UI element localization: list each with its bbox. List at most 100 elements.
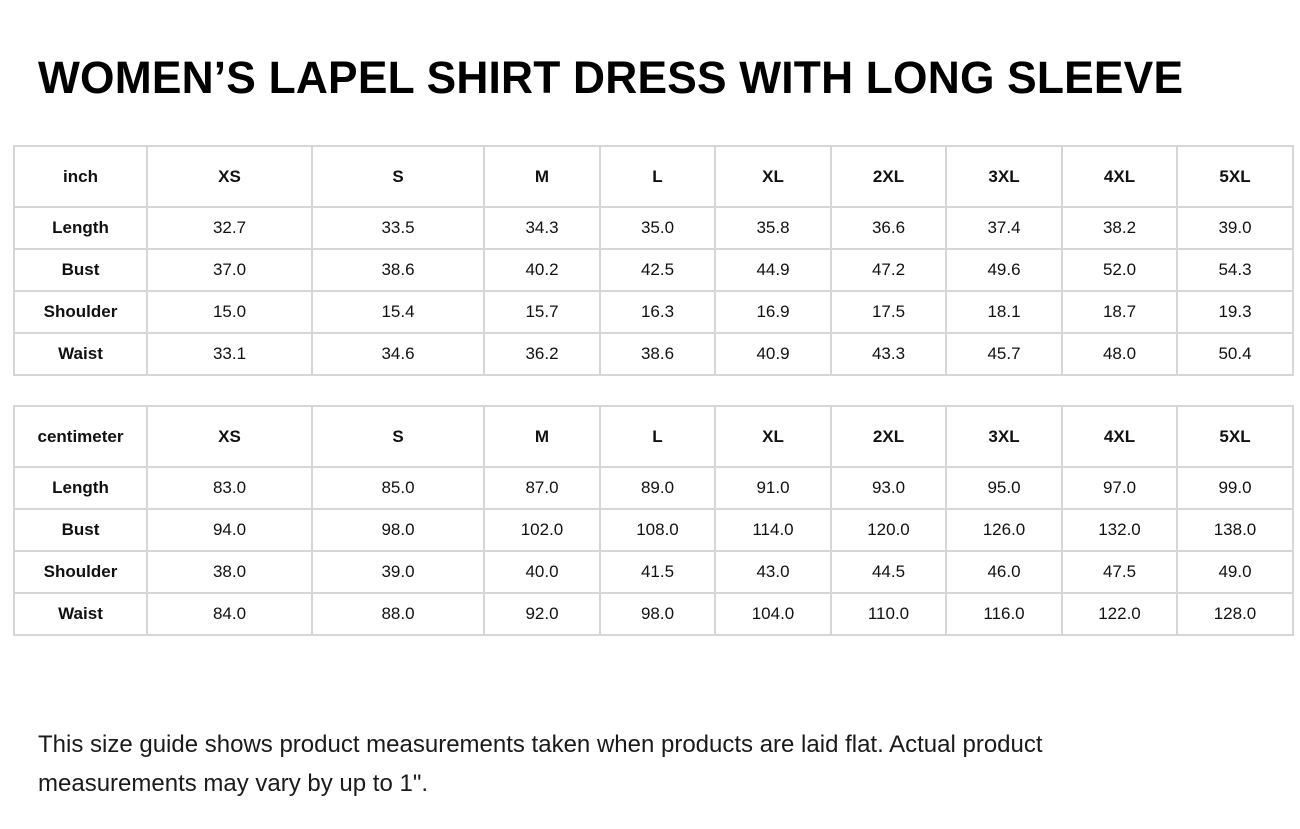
measurement-label: Bust <box>13 248 148 292</box>
measurement-value: 38.2 <box>1061 206 1178 250</box>
size-header: L <box>599 405 716 468</box>
size-header: XS <box>146 405 313 468</box>
measurement-value: 33.5 <box>311 206 485 250</box>
measurement-value: 102.0 <box>483 508 601 552</box>
measurement-value: 98.0 <box>599 592 716 636</box>
measurement-value: 15.4 <box>311 290 485 334</box>
measurement-value: 97.0 <box>1061 466 1178 510</box>
inch-size-table: inch XS S M L XL 2XL 3XL 4XL 5XL Length 32.7 33.5 34.… <box>13 145 1294 376</box>
measurement-value: 18.1 <box>945 290 1063 334</box>
measurement-value: 95.0 <box>945 466 1063 510</box>
table-header-row: inch XS S M L XL 2XL 3XL 4XL 5XL <box>13 145 1294 208</box>
measurement-value: 52.0 <box>1061 248 1178 292</box>
measurement-value: 15.0 <box>146 290 313 334</box>
measurement-label: Shoulder <box>13 290 148 334</box>
measurement-value: 92.0 <box>483 592 601 636</box>
measurement-value: 38.6 <box>599 332 716 376</box>
page-title: WOMEN’S LAPEL SHIRT DRESS WITH LONG SLEE… <box>38 52 1184 103</box>
measurement-value: 84.0 <box>146 592 313 636</box>
measurement-value: 88.0 <box>311 592 485 636</box>
unit-header: inch <box>13 145 148 208</box>
size-header: S <box>311 405 485 468</box>
measurement-value: 49.6 <box>945 248 1063 292</box>
size-header: 3XL <box>945 145 1063 208</box>
size-guide-note: This size guide shows product measuremen… <box>38 731 1043 797</box>
measurement-value: 132.0 <box>1061 508 1178 552</box>
measurement-value: 39.0 <box>1176 206 1294 250</box>
measurement-value: 114.0 <box>714 508 832 552</box>
measurement-value: 33.1 <box>146 332 313 376</box>
measurement-value: 44.9 <box>714 248 832 292</box>
measurement-value: 48.0 <box>1061 332 1178 376</box>
measurement-value: 47.5 <box>1061 550 1178 594</box>
table-row: Bust 37.0 38.6 40.2 42.5 44.9 47.2 49.6 52.0 54.3 <box>13 248 1294 292</box>
table-row: Bust 94.0 98.0 102.0 108.0 114.0 120.0 126.0 132… <box>13 508 1294 552</box>
measurement-value: 40.0 <box>483 550 601 594</box>
measurement-value: 42.5 <box>599 248 716 292</box>
measurement-value: 36.2 <box>483 332 601 376</box>
measurement-value: 91.0 <box>714 466 832 510</box>
measurement-value: 98.0 <box>311 508 485 552</box>
centimeter-size-table: centimeter XS S M L XL 2XL 3XL 4XL 5XL Length 83.0 8… <box>13 405 1294 636</box>
measurement-value: 16.9 <box>714 290 832 334</box>
size-header: L <box>599 145 716 208</box>
size-header: 4XL <box>1061 145 1178 208</box>
table-row: Shoulder 15.0 15.4 15.7 16.3 16.9 17.5 18.1 18.7… <box>13 290 1294 334</box>
measurement-value: 35.8 <box>714 206 832 250</box>
measurement-label: Waist <box>13 592 148 636</box>
measurement-value: 15.7 <box>483 290 601 334</box>
measurement-value: 122.0 <box>1061 592 1178 636</box>
size-header: 4XL <box>1061 405 1178 468</box>
table-row: Length 83.0 85.0 87.0 89.0 91.0 93.0 95.0 97.0 99… <box>13 466 1294 510</box>
measurement-value: 17.5 <box>830 290 947 334</box>
size-header: XS <box>146 145 313 208</box>
measurement-value: 41.5 <box>599 550 716 594</box>
measurement-value: 94.0 <box>146 508 313 552</box>
measurement-value: 85.0 <box>311 466 485 510</box>
size-header: 2XL <box>830 405 947 468</box>
measurement-value: 35.0 <box>599 206 716 250</box>
measurement-value: 19.3 <box>1176 290 1294 334</box>
size-header: 5XL <box>1176 405 1294 468</box>
measurement-value: 126.0 <box>945 508 1063 552</box>
measurement-value: 89.0 <box>599 466 716 510</box>
size-header: M <box>483 145 601 208</box>
measurement-value: 38.6 <box>311 248 485 292</box>
table-row: Length 32.7 33.5 34.3 35.0 35.8 36.6 37.4 38.2 39… <box>13 206 1294 250</box>
measurement-value: 128.0 <box>1176 592 1294 636</box>
measurement-label: Length <box>13 206 148 250</box>
measurement-value: 39.0 <box>311 550 485 594</box>
measurement-value: 138.0 <box>1176 508 1294 552</box>
table-row: Waist 84.0 88.0 92.0 98.0 104.0 110.0 116.0 122.… <box>13 592 1294 636</box>
size-header: 2XL <box>830 145 947 208</box>
measurement-value: 34.6 <box>311 332 485 376</box>
measurement-value: 36.6 <box>830 206 947 250</box>
measurement-value: 46.0 <box>945 550 1063 594</box>
measurement-label: Shoulder <box>13 550 148 594</box>
measurement-value: 116.0 <box>945 592 1063 636</box>
unit-header: centimeter <box>13 405 148 468</box>
measurement-value: 104.0 <box>714 592 832 636</box>
measurement-value: 16.3 <box>599 290 716 334</box>
table-row: Shoulder 38.0 39.0 40.0 41.5 43.0 44.5 46.0 47.5… <box>13 550 1294 594</box>
measurement-value: 45.7 <box>945 332 1063 376</box>
measurement-value: 108.0 <box>599 508 716 552</box>
measurement-value: 49.0 <box>1176 550 1294 594</box>
measurement-label: Length <box>13 466 148 510</box>
measurement-value: 99.0 <box>1176 466 1294 510</box>
table-header-row: centimeter XS S M L XL 2XL 3XL 4XL 5XL <box>13 405 1294 468</box>
size-header: M <box>483 405 601 468</box>
measurement-label: Waist <box>13 332 148 376</box>
size-header: S <box>311 145 485 208</box>
measurement-value: 34.3 <box>483 206 601 250</box>
measurement-value: 38.0 <box>146 550 313 594</box>
measurement-value: 43.3 <box>830 332 947 376</box>
measurement-value: 110.0 <box>830 592 947 636</box>
measurement-value: 120.0 <box>830 508 947 552</box>
measurement-value: 18.7 <box>1061 290 1178 334</box>
measurement-value: 54.3 <box>1176 248 1294 292</box>
table-row: Waist 33.1 34.6 36.2 38.6 40.9 43.3 45.7 48.0 50.… <box>13 332 1294 376</box>
measurement-value: 40.2 <box>483 248 601 292</box>
measurement-value: 44.5 <box>830 550 947 594</box>
measurement-value: 83.0 <box>146 466 313 510</box>
